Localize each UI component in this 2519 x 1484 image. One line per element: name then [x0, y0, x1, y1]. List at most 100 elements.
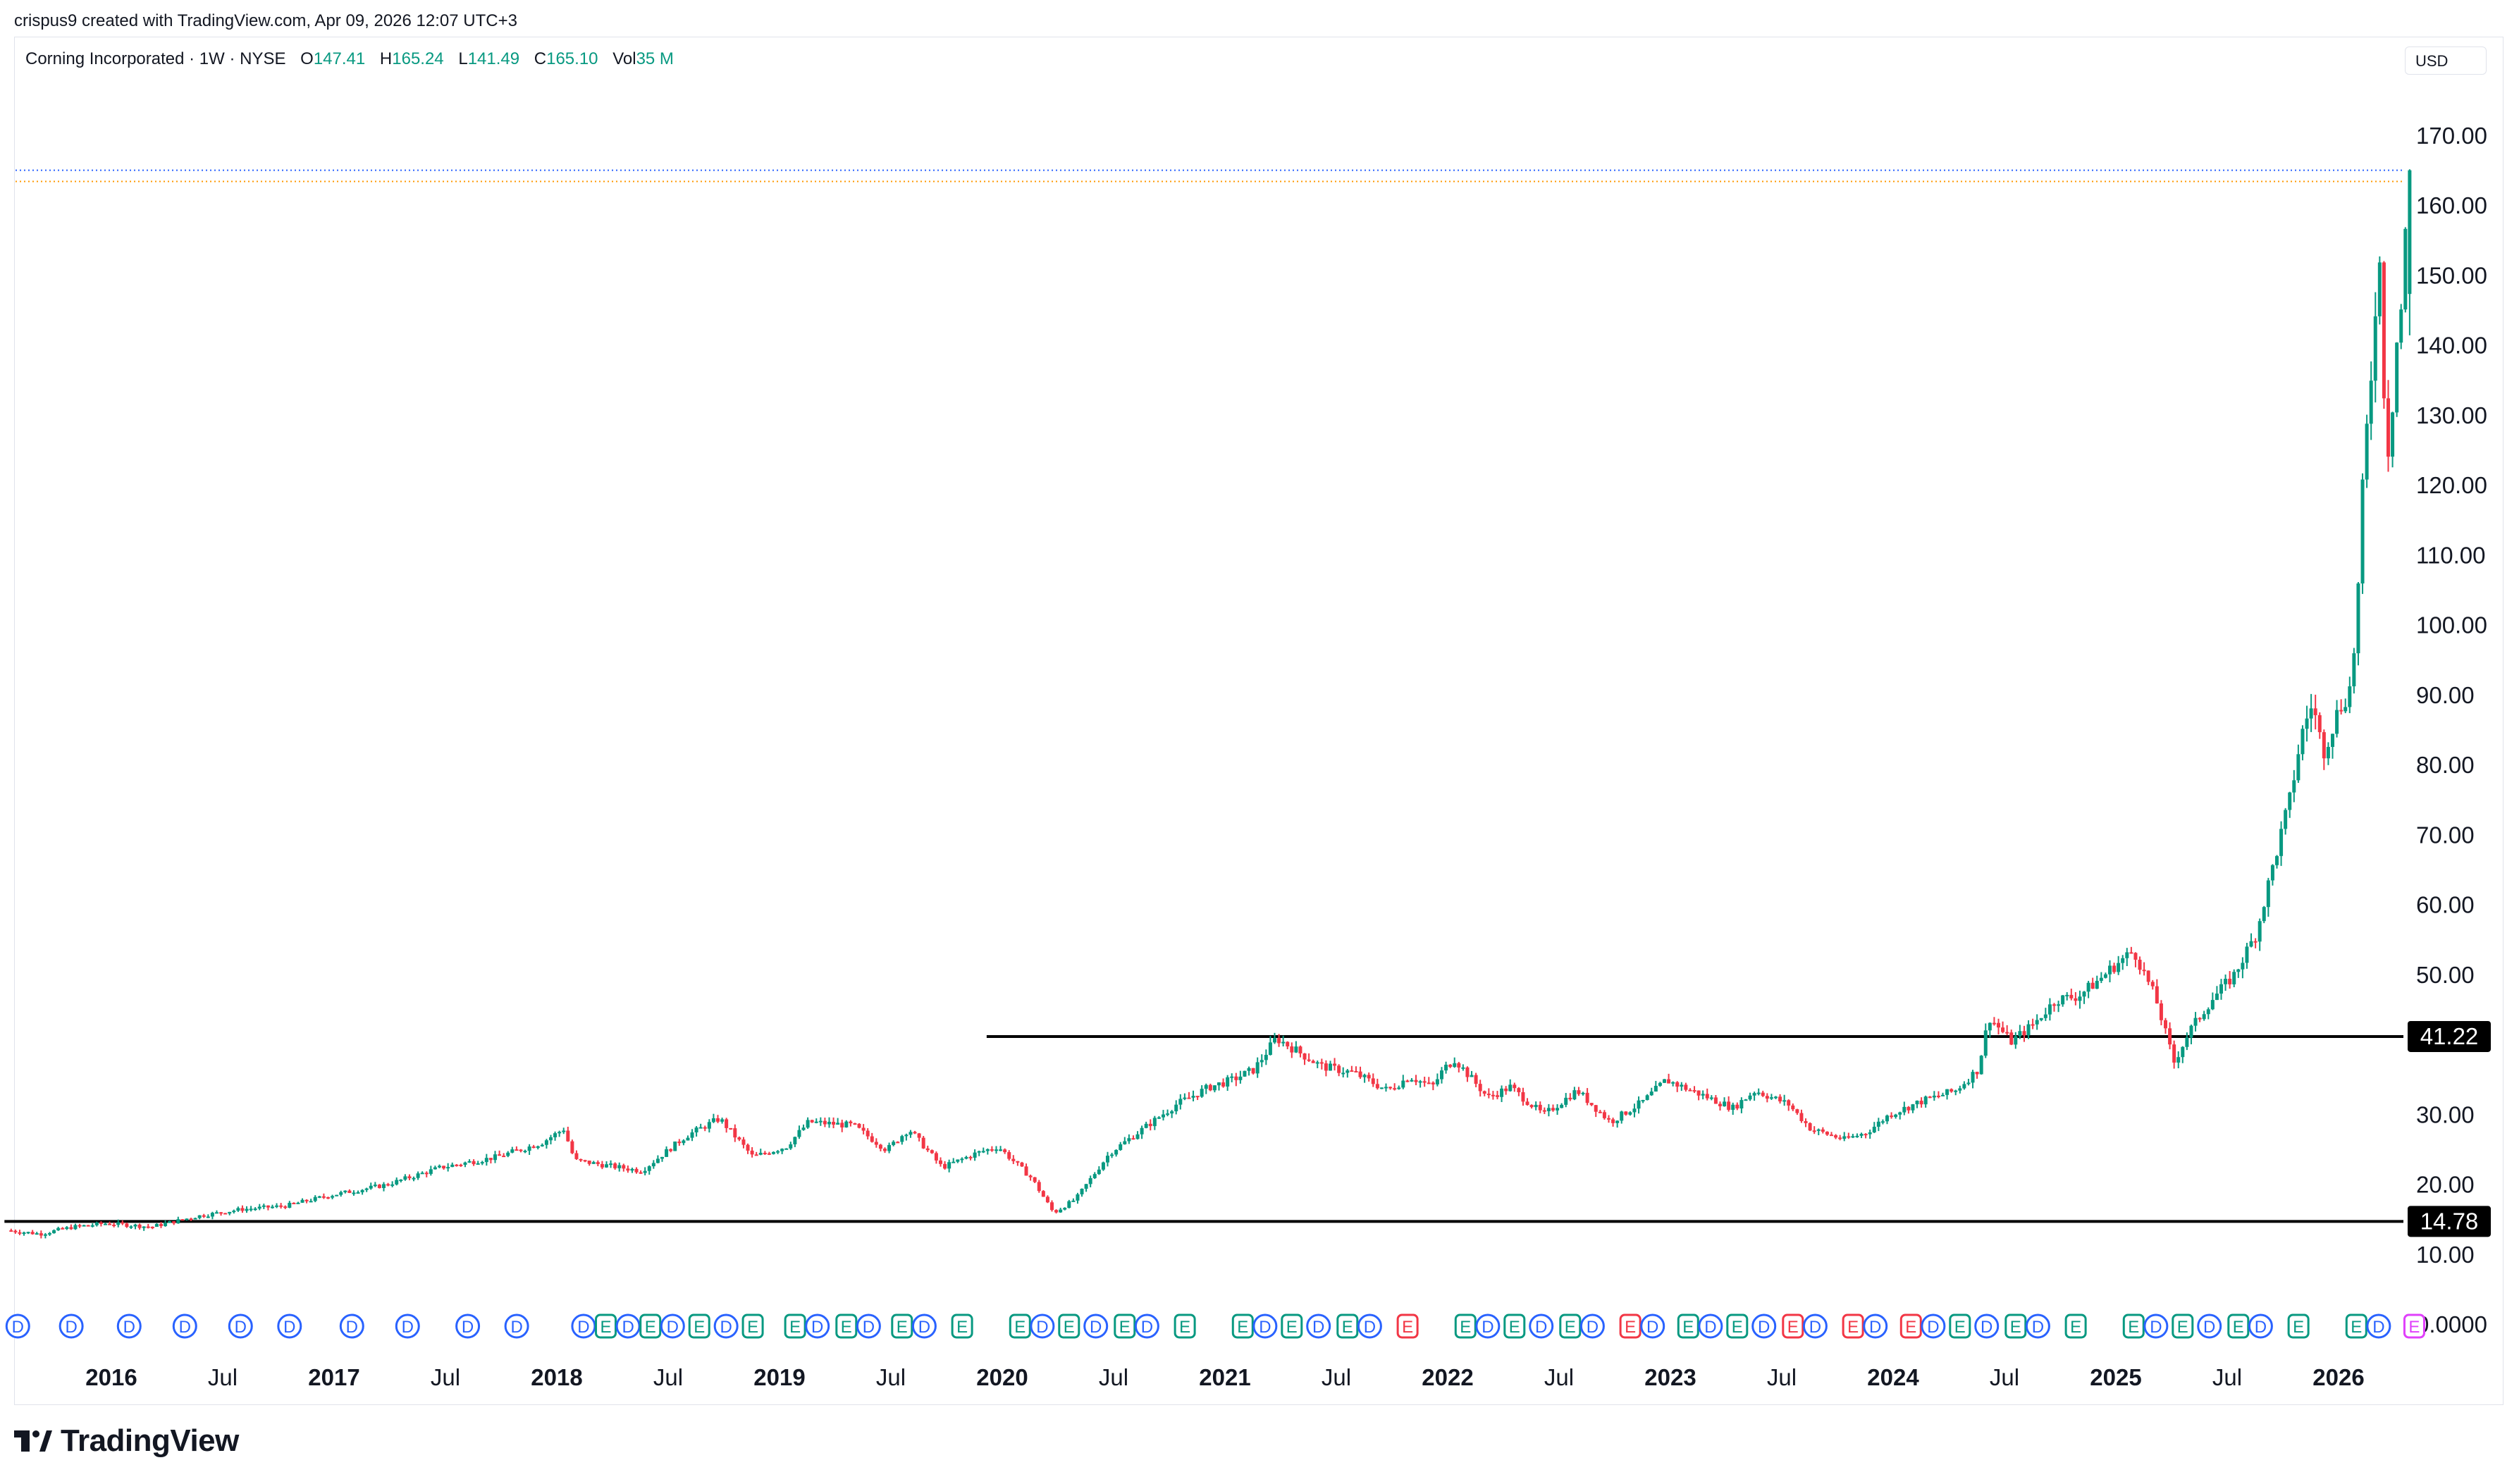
- dividend-marker[interactable]: [660, 1313, 685, 1339]
- dividend-marker[interactable]: [172, 1313, 197, 1339]
- earnings-marker[interactable]: [2227, 1313, 2250, 1339]
- earnings-marker[interactable]: [2064, 1313, 2087, 1339]
- earnings-marker[interactable]: [1396, 1313, 1419, 1339]
- dividend-marker[interactable]: [58, 1313, 84, 1339]
- candle-body: [1281, 1041, 1286, 1044]
- earnings-marker[interactable]: [741, 1313, 764, 1339]
- dividend-marker[interactable]: [713, 1313, 739, 1339]
- candle-body: [317, 1196, 321, 1198]
- earnings-marker[interactable]: [2172, 1313, 2194, 1339]
- dividend-marker[interactable]: [339, 1313, 364, 1339]
- dividend-marker[interactable]: [1475, 1313, 1501, 1339]
- candle-body: [1345, 1070, 1350, 1073]
- x-tick-label: 2021: [1199, 1364, 1250, 1390]
- dividend-marker[interactable]: [805, 1313, 830, 1339]
- earnings-marker[interactable]: [1454, 1313, 1477, 1339]
- earnings-marker[interactable]: [835, 1313, 858, 1339]
- candle-body: [1465, 1067, 1470, 1077]
- earnings-marker[interactable]: [1726, 1313, 1749, 1339]
- candle-body: [943, 1163, 947, 1169]
- earnings-marker[interactable]: [1949, 1313, 1971, 1339]
- candle-body: [1795, 1109, 1799, 1113]
- earnings-marker[interactable]: [891, 1313, 913, 1339]
- dividend-marker[interactable]: [2143, 1313, 2169, 1339]
- earnings-marker[interactable]: [1058, 1313, 1080, 1339]
- dividend-marker[interactable]: [277, 1313, 302, 1339]
- dividend-marker[interactable]: [1640, 1313, 1665, 1339]
- x-tick-label: Jul: [1767, 1364, 1797, 1390]
- dividend-marker[interactable]: [615, 1313, 641, 1339]
- dividend-marker[interactable]: [911, 1313, 937, 1339]
- candle-body: [335, 1194, 339, 1197]
- dividend-marker[interactable]: [504, 1313, 529, 1339]
- dividend-marker[interactable]: [1974, 1313, 2000, 1339]
- earnings-marker[interactable]: [595, 1313, 617, 1339]
- earnings-marker[interactable]: [1899, 1313, 1922, 1339]
- candle-body: [1748, 1095, 1752, 1100]
- candle-body: [472, 1161, 476, 1165]
- dividend-marker[interactable]: [2025, 1313, 2050, 1339]
- earnings-marker[interactable]: [2403, 1313, 2425, 1339]
- earnings-marker[interactable]: [1174, 1313, 1196, 1339]
- dividend-marker[interactable]: [1030, 1313, 1055, 1339]
- dividend-marker[interactable]: [1751, 1313, 1777, 1339]
- earnings-marker[interactable]: [1559, 1313, 1582, 1339]
- earnings-marker[interactable]: [1782, 1313, 1804, 1339]
- candle-body: [1821, 1129, 1825, 1132]
- earnings-marker[interactable]: [1009, 1313, 1031, 1339]
- dividend-marker[interactable]: [5, 1313, 30, 1339]
- candle-body: [686, 1137, 690, 1141]
- dividend-marker[interactable]: [116, 1313, 142, 1339]
- earnings-marker[interactable]: [1336, 1313, 1359, 1339]
- earnings-marker[interactable]: [1114, 1313, 1136, 1339]
- dividend-marker[interactable]: [1306, 1313, 1331, 1339]
- earnings-marker[interactable]: [2345, 1313, 2367, 1339]
- dividend-marker[interactable]: [1134, 1313, 1159, 1339]
- earnings-marker[interactable]: [1281, 1313, 1303, 1339]
- dividend-marker[interactable]: [2366, 1313, 2391, 1339]
- dividend-marker[interactable]: [1357, 1313, 1382, 1339]
- earnings-marker[interactable]: [688, 1313, 710, 1339]
- dividend-marker[interactable]: [1802, 1313, 1828, 1339]
- dividend-marker[interactable]: [395, 1313, 420, 1339]
- earnings-marker[interactable]: [1677, 1313, 1699, 1339]
- dividend-marker[interactable]: [1083, 1313, 1109, 1339]
- dividend-marker[interactable]: [1863, 1313, 1888, 1339]
- earnings-marker[interactable]: [1619, 1313, 1642, 1339]
- dividend-marker[interactable]: [455, 1313, 481, 1339]
- dividend-marker[interactable]: [856, 1313, 881, 1339]
- candle-body: [1585, 1092, 1589, 1103]
- candle-body: [1204, 1084, 1208, 1089]
- dividend-marker[interactable]: [1698, 1313, 1723, 1339]
- candle-body: [981, 1151, 985, 1153]
- candle-body: [236, 1208, 240, 1211]
- candle-body: [1101, 1162, 1105, 1170]
- tradingview-logo[interactable]: TradingView: [14, 1423, 239, 1459]
- earnings-marker[interactable]: [1503, 1313, 1526, 1339]
- candle-body: [913, 1132, 917, 1134]
- dividend-marker[interactable]: [1529, 1313, 1554, 1339]
- earnings-marker[interactable]: [1231, 1313, 1254, 1339]
- candle-body: [1161, 1114, 1165, 1118]
- earnings-marker[interactable]: [951, 1313, 973, 1339]
- earnings-marker[interactable]: [2122, 1313, 2145, 1339]
- dividend-marker[interactable]: [1252, 1313, 1278, 1339]
- earnings-marker[interactable]: [2004, 1313, 2027, 1339]
- dividend-marker[interactable]: [228, 1313, 253, 1339]
- x-tick-label: 2017: [308, 1364, 359, 1390]
- candle-body: [1208, 1084, 1212, 1091]
- dividend-marker[interactable]: [571, 1313, 596, 1339]
- earnings-marker[interactable]: [784, 1313, 806, 1339]
- dividend-marker[interactable]: [1579, 1313, 1605, 1339]
- dividend-marker[interactable]: [2248, 1313, 2273, 1339]
- candle-body: [1620, 1111, 1624, 1121]
- candle-body: [985, 1149, 990, 1151]
- dividend-marker[interactable]: [1921, 1313, 1946, 1339]
- earnings-marker[interactable]: [639, 1313, 662, 1339]
- candle-body: [2309, 708, 2313, 719]
- dividend-marker[interactable]: [2197, 1313, 2222, 1339]
- earnings-marker[interactable]: [1842, 1313, 1864, 1339]
- currency-button[interactable]: USD: [2405, 47, 2487, 75]
- earnings-marker[interactable]: [2287, 1313, 2310, 1339]
